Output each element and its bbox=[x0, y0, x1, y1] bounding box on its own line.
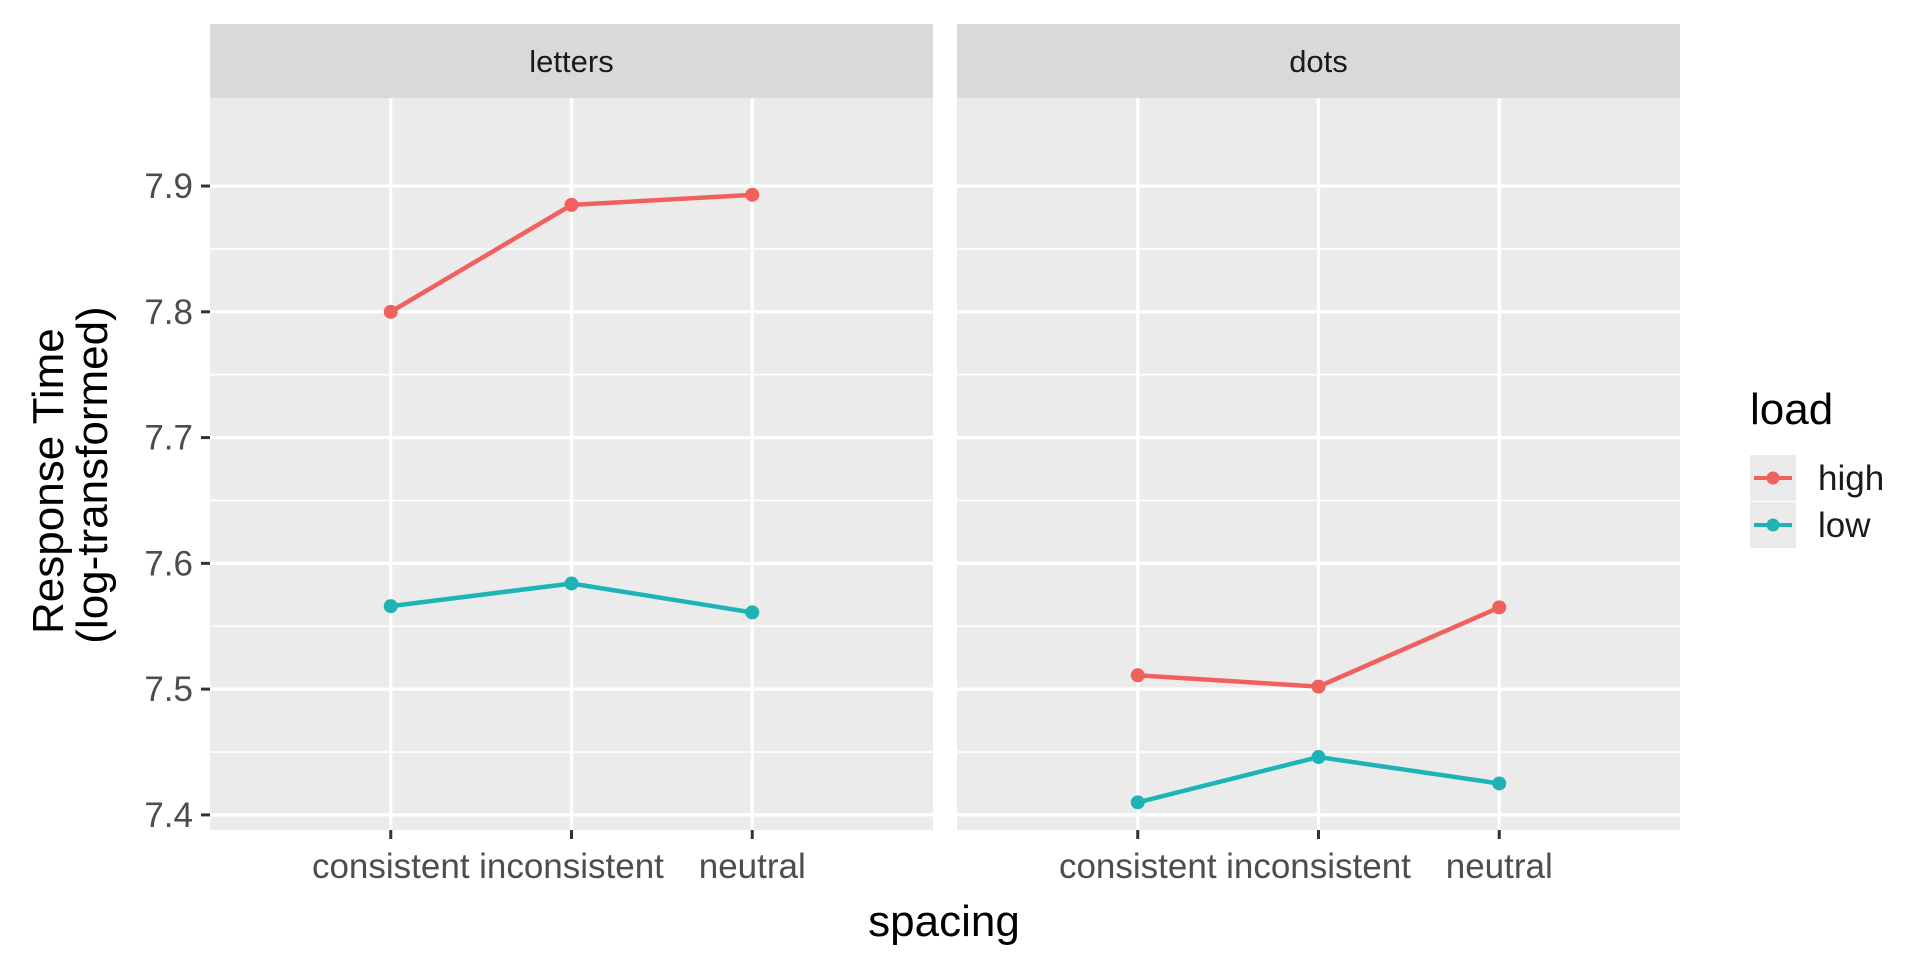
legend-entry-high: high bbox=[1750, 455, 1884, 501]
legend-entry-low: low bbox=[1750, 502, 1871, 548]
data-point-high bbox=[745, 187, 760, 202]
x-tick-label: neutral bbox=[1446, 847, 1553, 886]
panel-dots: dots consistent inconsistent neutral bbox=[957, 24, 1680, 886]
strip-label-dots: dots bbox=[1289, 44, 1348, 79]
x-tick-label: inconsistent bbox=[479, 847, 664, 886]
x-tick-label: consistent bbox=[312, 847, 470, 886]
data-point-low bbox=[383, 599, 398, 614]
x-axis-title: spacing bbox=[868, 897, 1020, 946]
y-axis-title-line-1: Response Time bbox=[24, 328, 73, 634]
x-tick-label: neutral bbox=[699, 847, 806, 886]
axes-layer: spacing Response Time (log-transformed) … bbox=[24, 167, 1020, 946]
y-tick-label: 7.9 bbox=[144, 167, 193, 206]
panel-letters: letters consistent inconsistent neutral bbox=[210, 24, 933, 886]
y-axis-title-line-2: (log-transformed) bbox=[68, 306, 117, 643]
data-point-low bbox=[1492, 776, 1507, 791]
y-tick-label: 7.6 bbox=[144, 544, 193, 583]
legend-key-high-point bbox=[1766, 471, 1780, 485]
data-point-low bbox=[1130, 795, 1145, 810]
legend: load high low bbox=[1750, 385, 1884, 548]
y-tick-label: 7.7 bbox=[144, 419, 193, 458]
y-axis-title: Response Time (log-transformed) bbox=[24, 306, 117, 643]
legend-key-low-point bbox=[1766, 518, 1780, 532]
data-point-high bbox=[1492, 600, 1507, 615]
data-point-high bbox=[383, 304, 398, 319]
data-point-low bbox=[745, 605, 760, 620]
y-tick-label: 7.4 bbox=[144, 796, 193, 835]
data-point-high bbox=[1130, 668, 1145, 683]
data-point-high bbox=[1311, 679, 1326, 694]
data-point-high bbox=[564, 197, 579, 212]
x-tick-label: inconsistent bbox=[1226, 847, 1411, 886]
legend-label-low: low bbox=[1818, 506, 1871, 545]
legend-label-high: high bbox=[1818, 459, 1884, 498]
strip-label-letters: letters bbox=[529, 44, 613, 79]
y-tick-label: 7.5 bbox=[144, 670, 193, 709]
data-point-low bbox=[1311, 750, 1326, 765]
strip-background-letters bbox=[210, 24, 933, 98]
legend-title: load bbox=[1750, 385, 1833, 434]
data-point-low bbox=[564, 576, 579, 591]
strip-background-dots bbox=[957, 24, 1680, 98]
y-tick-label: 7.8 bbox=[144, 293, 193, 332]
x-tick-label: consistent bbox=[1059, 847, 1217, 886]
